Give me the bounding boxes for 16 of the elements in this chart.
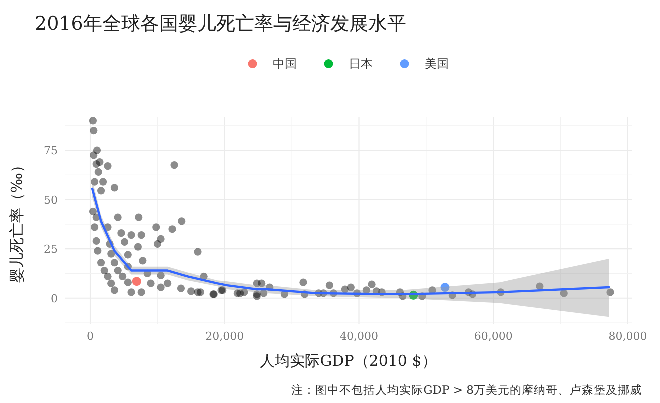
x-tick-label: 80,000 bbox=[608, 330, 648, 343]
legend-label: 日本 bbox=[348, 57, 373, 71]
y-tick-label: 25 bbox=[44, 243, 58, 256]
x-axis-title: 人均实际GDP（2010 $） bbox=[260, 352, 437, 370]
legend-label: 美国 bbox=[424, 57, 449, 71]
y-tick-label: 50 bbox=[44, 194, 58, 207]
x-tick-label: 40,000 bbox=[340, 330, 378, 343]
x-tick-label: 20,000 bbox=[206, 330, 244, 343]
text: 注：图中不包括人均实际GDP > 8万美元的摩纳哥、卢森堡及挪威 bbox=[292, 383, 642, 397]
y-tick-label: 0 bbox=[51, 292, 58, 306]
legend-label: 中国 bbox=[272, 57, 297, 71]
x-tick-label: 60,000 bbox=[474, 330, 513, 343]
y-tick-label: 75 bbox=[44, 144, 58, 158]
x-tick-label: 0 bbox=[87, 330, 94, 343]
chart-title: 2016年全球各国婴儿死亡率与经济发展水平 bbox=[35, 13, 406, 35]
y-axis-title: 婴儿死亡率（‰） bbox=[8, 158, 26, 284]
